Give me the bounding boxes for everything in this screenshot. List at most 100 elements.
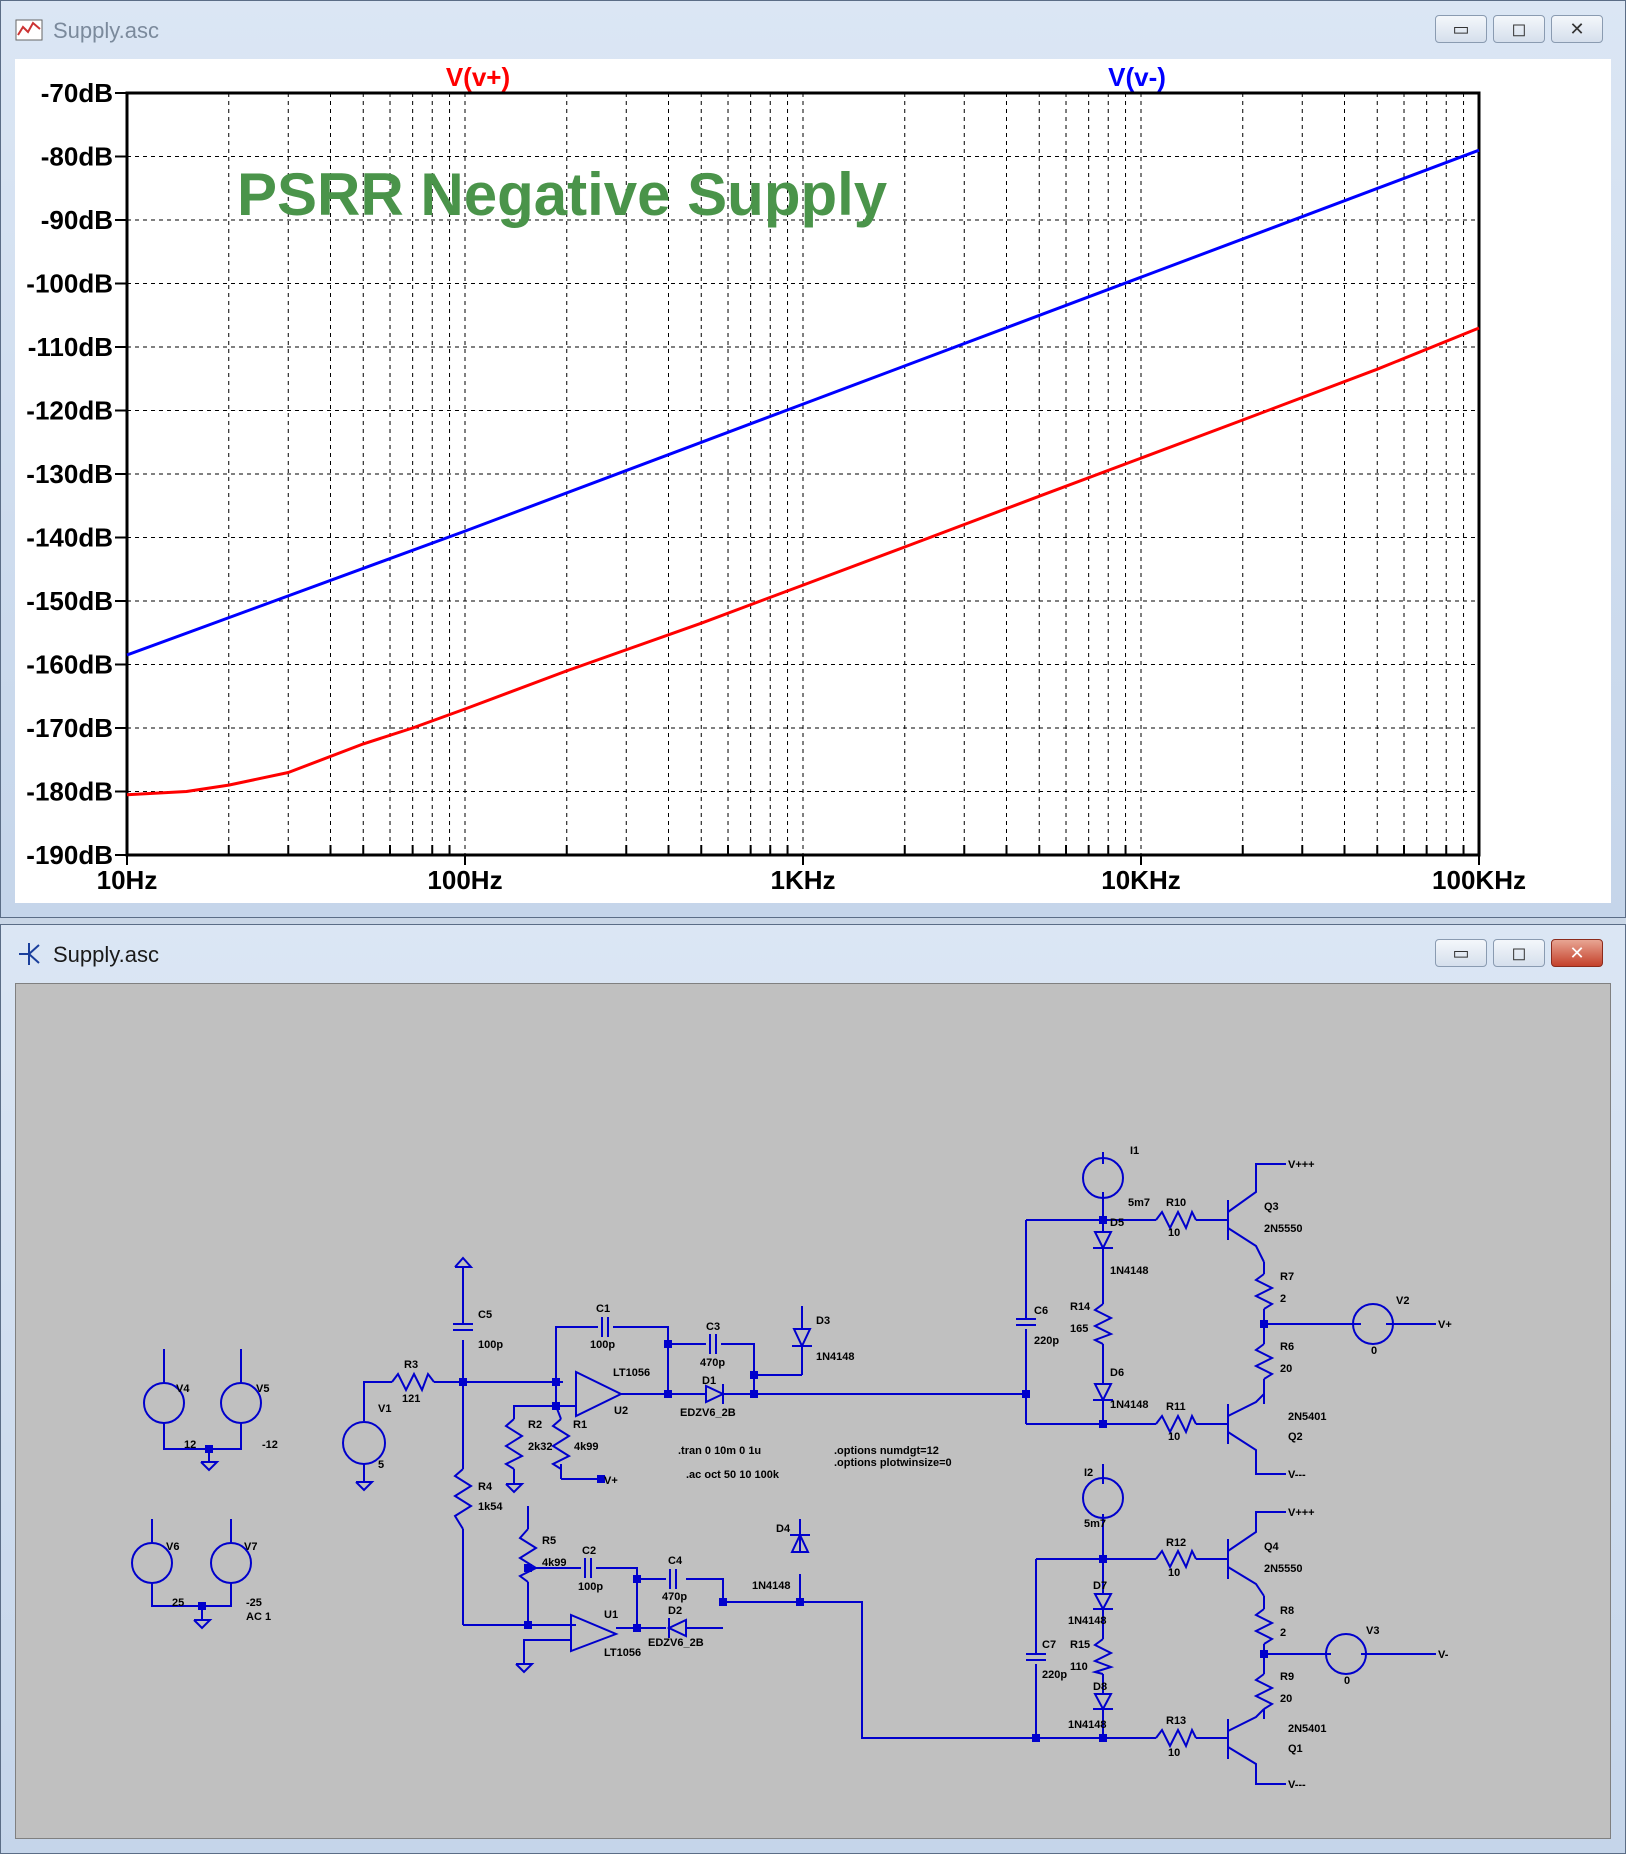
label-value: 470p (700, 1357, 725, 1369)
label-ref: V1 (378, 1403, 391, 1415)
label-value: 110 (1070, 1661, 1088, 1673)
spice-directive: .ac oct 50 10 100k (686, 1469, 780, 1481)
label-value: 470p (662, 1591, 687, 1603)
label-ref: C3 (706, 1321, 720, 1333)
label-value: 5 (378, 1459, 384, 1471)
plot-pane[interactable]: -70dB -80dB -90dB -100dB -110dB -120dB -130dB -… (15, 59, 1611, 903)
label-ref: R2 (528, 1419, 542, 1431)
label-value: 100p (590, 1339, 615, 1351)
junction-dots (198, 1216, 1268, 1742)
label-value: 2N5550 (1264, 1223, 1303, 1235)
component-symbols (131, 1157, 1394, 1749)
label-value: 165 (1070, 1323, 1088, 1335)
y-tick-label: -140dB (26, 523, 113, 553)
label-ref: D5 (1110, 1217, 1124, 1229)
label-ref: Q1 (1288, 1743, 1303, 1755)
label-ref: R12 (1166, 1537, 1186, 1549)
label-ref: U1 (604, 1609, 618, 1621)
label-ref: R7 (1280, 1271, 1294, 1283)
y-tick-label: -110dB (28, 332, 113, 362)
schematic-editor-icon (19, 943, 40, 965)
schematic-window: Supply.asc ▭ ◻ ✕ (0, 924, 1626, 1854)
schematic-titlebar[interactable]: Supply.asc ▭ ◻ ✕ (1, 925, 1625, 983)
label-ref: R14 (1070, 1301, 1091, 1313)
legend-v-minus: V(v-) (1108, 62, 1166, 92)
psrr-chart[interactable]: -70dB -80dB -90dB -100dB -110dB -120dB -130dB -… (15, 59, 1611, 905)
label-ref: R4 (478, 1481, 493, 1493)
label-value: AC 1 (246, 1611, 271, 1623)
label-value: 4k99 (574, 1441, 598, 1453)
spice-directive: .tran 0 10m 0 1u (678, 1445, 761, 1457)
label-value: 10 (1168, 1431, 1180, 1443)
schematic-canvas[interactable]: V4 12 V5 -12 V6 25 V7 -25 AC 1 V1 5 V2 0… (15, 983, 1611, 1839)
y-tick-label: -120dB (26, 396, 113, 426)
x-tick-label: 1KHz (770, 865, 835, 895)
x-tick-label: 100KHz (1432, 865, 1526, 895)
label-value: 2k32 (528, 1441, 552, 1453)
label-ref: D3 (816, 1315, 830, 1327)
label-value: 2 (1280, 1627, 1286, 1639)
y-tick-label: -70dB (41, 78, 113, 108)
label-value: EDZV6_2B (680, 1407, 736, 1419)
schematic-drawing[interactable]: V4 12 V5 -12 V6 25 V7 -25 AC 1 V1 5 V2 0… (16, 984, 1612, 1840)
label-value: 4k99 (542, 1557, 566, 1569)
close-button[interactable]: ✕ (1551, 15, 1603, 43)
label-ref: C4 (668, 1555, 683, 1567)
label-value: 2N5401 (1288, 1723, 1327, 1735)
label-value: 12 (184, 1439, 196, 1451)
label-ref: V4 (176, 1383, 190, 1395)
label-value: 5m7 (1084, 1518, 1106, 1530)
label-ref: D8 (1093, 1681, 1107, 1693)
spice-directive: .options numdgt=12 (834, 1445, 939, 1457)
label-value: 20 (1280, 1363, 1292, 1375)
label-value: 1N4148 (1068, 1719, 1107, 1731)
maximize-button[interactable]: ◻ (1493, 939, 1545, 967)
y-axis: -70dB -80dB -90dB -100dB -110dB -120dB -130dB -… (26, 78, 127, 870)
label-ref: D4 (776, 1523, 791, 1535)
minimize-button[interactable]: ▭ (1435, 15, 1487, 43)
y-tick-label: -190dB (26, 840, 113, 870)
wires (151, 1152, 1436, 1785)
label-value: -25 (246, 1597, 262, 1609)
label-value: 220p (1042, 1669, 1067, 1681)
maximize-button[interactable]: ◻ (1493, 15, 1545, 43)
plot-titlebar[interactable]: Supply.asc ▭ ◻ ✕ (1, 1, 1625, 59)
label-ref: R5 (542, 1535, 556, 1547)
close-button[interactable]: ✕ (1551, 939, 1603, 967)
label-ref: V5 (256, 1383, 269, 1395)
plot-window: Supply.asc ▭ ◻ ✕ -70dB -80dB -90dB -100dB -1… (0, 0, 1626, 918)
label-value: 10 (1168, 1227, 1180, 1239)
label-ref: I2 (1084, 1467, 1093, 1479)
label-value: 5m7 (1128, 1197, 1150, 1209)
label-value: -12 (262, 1439, 278, 1451)
label-value: LT1056 (613, 1367, 650, 1379)
x-tick-label: 100Hz (427, 865, 502, 895)
y-tick-label: -130dB (26, 459, 113, 489)
label-ref: V7 (244, 1541, 257, 1553)
label-ref: R11 (1166, 1401, 1186, 1413)
label-ref: D6 (1110, 1367, 1124, 1379)
label-ref: R8 (1280, 1605, 1294, 1617)
label-value: 0 (1344, 1675, 1350, 1687)
series-line-1 (126, 148, 1480, 657)
label-value: 0 (1371, 1345, 1377, 1357)
label-ref: C2 (582, 1545, 596, 1557)
y-tick-label: -150dB (26, 586, 113, 616)
net-label: V--- (1288, 1469, 1306, 1481)
label-value: 2N5401 (1288, 1411, 1327, 1423)
net-label: V+++ (1288, 1159, 1315, 1171)
y-tick-label: -170dB (26, 713, 113, 743)
plot-window-title: Supply.asc (53, 18, 159, 43)
spice-directive: .options plotwinsize=0 (834, 1457, 952, 1469)
minimize-button[interactable]: ▭ (1435, 939, 1487, 967)
y-tick-label: -100dB (26, 269, 113, 299)
label-ref: D1 (702, 1375, 716, 1387)
y-tick-label: -80dB (41, 142, 113, 172)
label-ref: D2 (668, 1605, 682, 1617)
label-value: LT1056 (604, 1647, 641, 1659)
y-tick-label: -90dB (41, 205, 113, 235)
label-value: 1N4148 (1110, 1399, 1149, 1411)
label-ref: Q4 (1264, 1541, 1280, 1553)
label-ref: C6 (1034, 1305, 1048, 1317)
series-line-0 (126, 326, 1480, 797)
